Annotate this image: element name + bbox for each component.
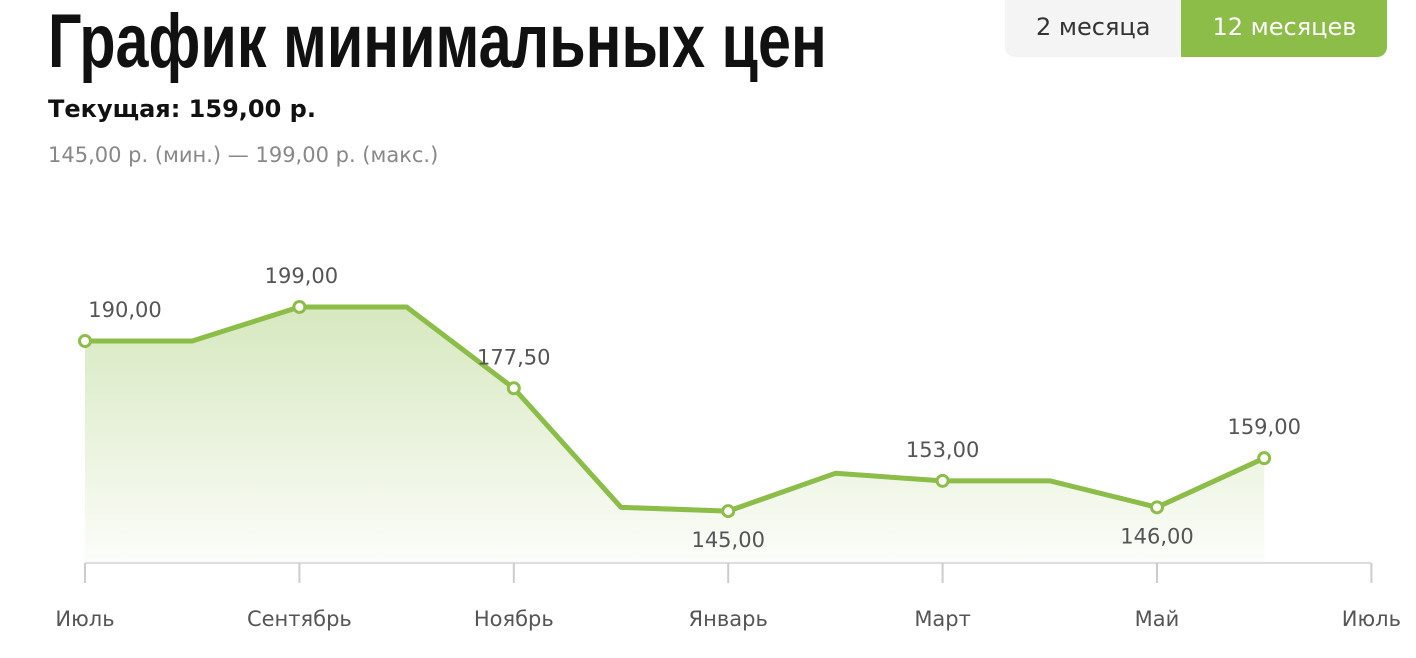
x-tick-label: Июль <box>55 607 114 631</box>
x-tick-label: Март <box>914 607 971 631</box>
data-point <box>1257 451 1272 466</box>
period-12-months-button[interactable]: 12 месяцев <box>1181 0 1388 57</box>
data-label: 199,00 <box>265 264 338 288</box>
x-tick-label: Май <box>1135 607 1180 631</box>
x-tick-label: Сентябрь <box>247 607 352 631</box>
price-line <box>85 304 1266 514</box>
x-tick-label: Январь <box>689 607 768 631</box>
data-label: 146,00 <box>1120 524 1193 548</box>
x-tick-label: Июль <box>1342 607 1401 631</box>
current-price: Текущая: 159,00 р. <box>48 95 316 123</box>
data-point <box>721 504 736 519</box>
data-label: 153,00 <box>906 438 979 462</box>
data-point <box>935 473 950 488</box>
data-label: 145,00 <box>691 528 764 552</box>
area-fill <box>85 306 1265 563</box>
data-label: 190,00 <box>88 298 161 322</box>
data-point <box>292 299 307 314</box>
period-switch: 2 месяца 12 месяцев <box>1005 0 1388 57</box>
price-range: 145,00 р. (мин.) — 199,00 р. (макс.) <box>48 143 439 167</box>
x-tick-label: Ноябрь <box>474 607 554 631</box>
data-label: 177,50 <box>477 345 550 369</box>
data-point <box>1150 500 1164 515</box>
page-title: График минимальных цен <box>48 0 827 84</box>
data-label: 159,00 <box>1227 415 1300 439</box>
data-point <box>78 334 92 348</box>
data-point <box>506 381 521 396</box>
period-2-months-button[interactable]: 2 месяца <box>1005 0 1182 57</box>
